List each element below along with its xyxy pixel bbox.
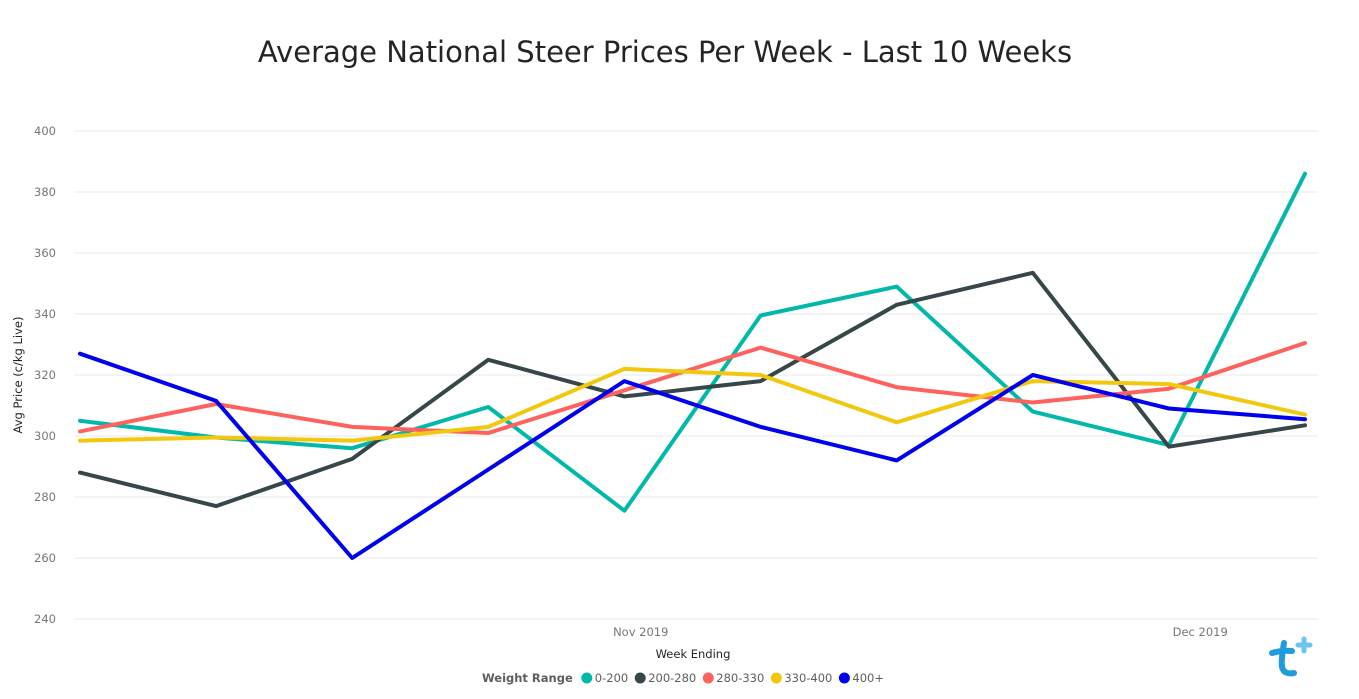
legend-label: 280-330 bbox=[716, 671, 764, 685]
series-line-330-400[interactable] bbox=[78, 366, 1307, 443]
y-tick-label: 280 bbox=[34, 490, 56, 504]
brand-logo bbox=[1269, 636, 1313, 677]
y-axis-ticks: 240 260 280 300 320 340 360 380 400 bbox=[34, 124, 56, 626]
series-line-200-280[interactable] bbox=[78, 270, 1307, 509]
x-axis-title: Week Ending bbox=[656, 647, 731, 661]
y-tick-label: 300 bbox=[34, 429, 56, 443]
x-tick-label: Dec 2019 bbox=[1173, 625, 1228, 639]
y-axis-title: Avg Price (c/kg Live) bbox=[11, 317, 25, 434]
gridlines bbox=[75, 130, 1318, 620]
legend-marker bbox=[634, 672, 646, 684]
series-line-280-330[interactable] bbox=[78, 341, 1307, 435]
legend: Weight Range 0-200 200-280 280-330 330-400 4… bbox=[482, 671, 884, 685]
logo-stroke-t bbox=[1269, 640, 1297, 677]
chart-title: Average National Steer Prices Per Week -… bbox=[258, 35, 1072, 69]
y-tick-label: 320 bbox=[34, 368, 56, 382]
y-tick-label: 400 bbox=[34, 124, 56, 138]
legend-item-200-280[interactable]: 200-280 bbox=[634, 671, 697, 685]
y-tick-label: 340 bbox=[34, 307, 56, 321]
y-tick-label: 360 bbox=[34, 246, 56, 260]
legend-item-330-400[interactable]: 330-400 bbox=[770, 671, 833, 685]
series-line-400+[interactable] bbox=[78, 351, 1307, 560]
legend-label: 0-200 bbox=[595, 671, 628, 685]
x-tick-label: Nov 2019 bbox=[613, 625, 668, 639]
y-tick-label: 240 bbox=[34, 612, 56, 626]
legend-item-280-330[interactable]: 280-330 bbox=[702, 671, 765, 685]
legend-title: Weight Range bbox=[482, 671, 573, 685]
y-tick-label: 380 bbox=[34, 185, 56, 199]
logo-stroke-plus bbox=[1295, 636, 1313, 654]
plot-area bbox=[78, 171, 1307, 560]
legend-marker bbox=[770, 672, 782, 684]
legend-label: 200-280 bbox=[648, 671, 696, 685]
legend-marker bbox=[838, 672, 850, 684]
legend-label: 330-400 bbox=[784, 671, 832, 685]
legend-marker bbox=[581, 672, 593, 684]
x-axis-ticks: Nov 2019 Dec 2019 bbox=[613, 625, 1228, 639]
legend-item-400+[interactable]: 400+ bbox=[838, 671, 884, 685]
legend-item-0-200[interactable]: 0-200 bbox=[581, 671, 628, 685]
legend-label: 400+ bbox=[852, 671, 884, 685]
y-tick-label: 260 bbox=[34, 551, 56, 565]
legend-marker bbox=[702, 672, 714, 684]
series-line-0-200[interactable] bbox=[78, 171, 1307, 513]
